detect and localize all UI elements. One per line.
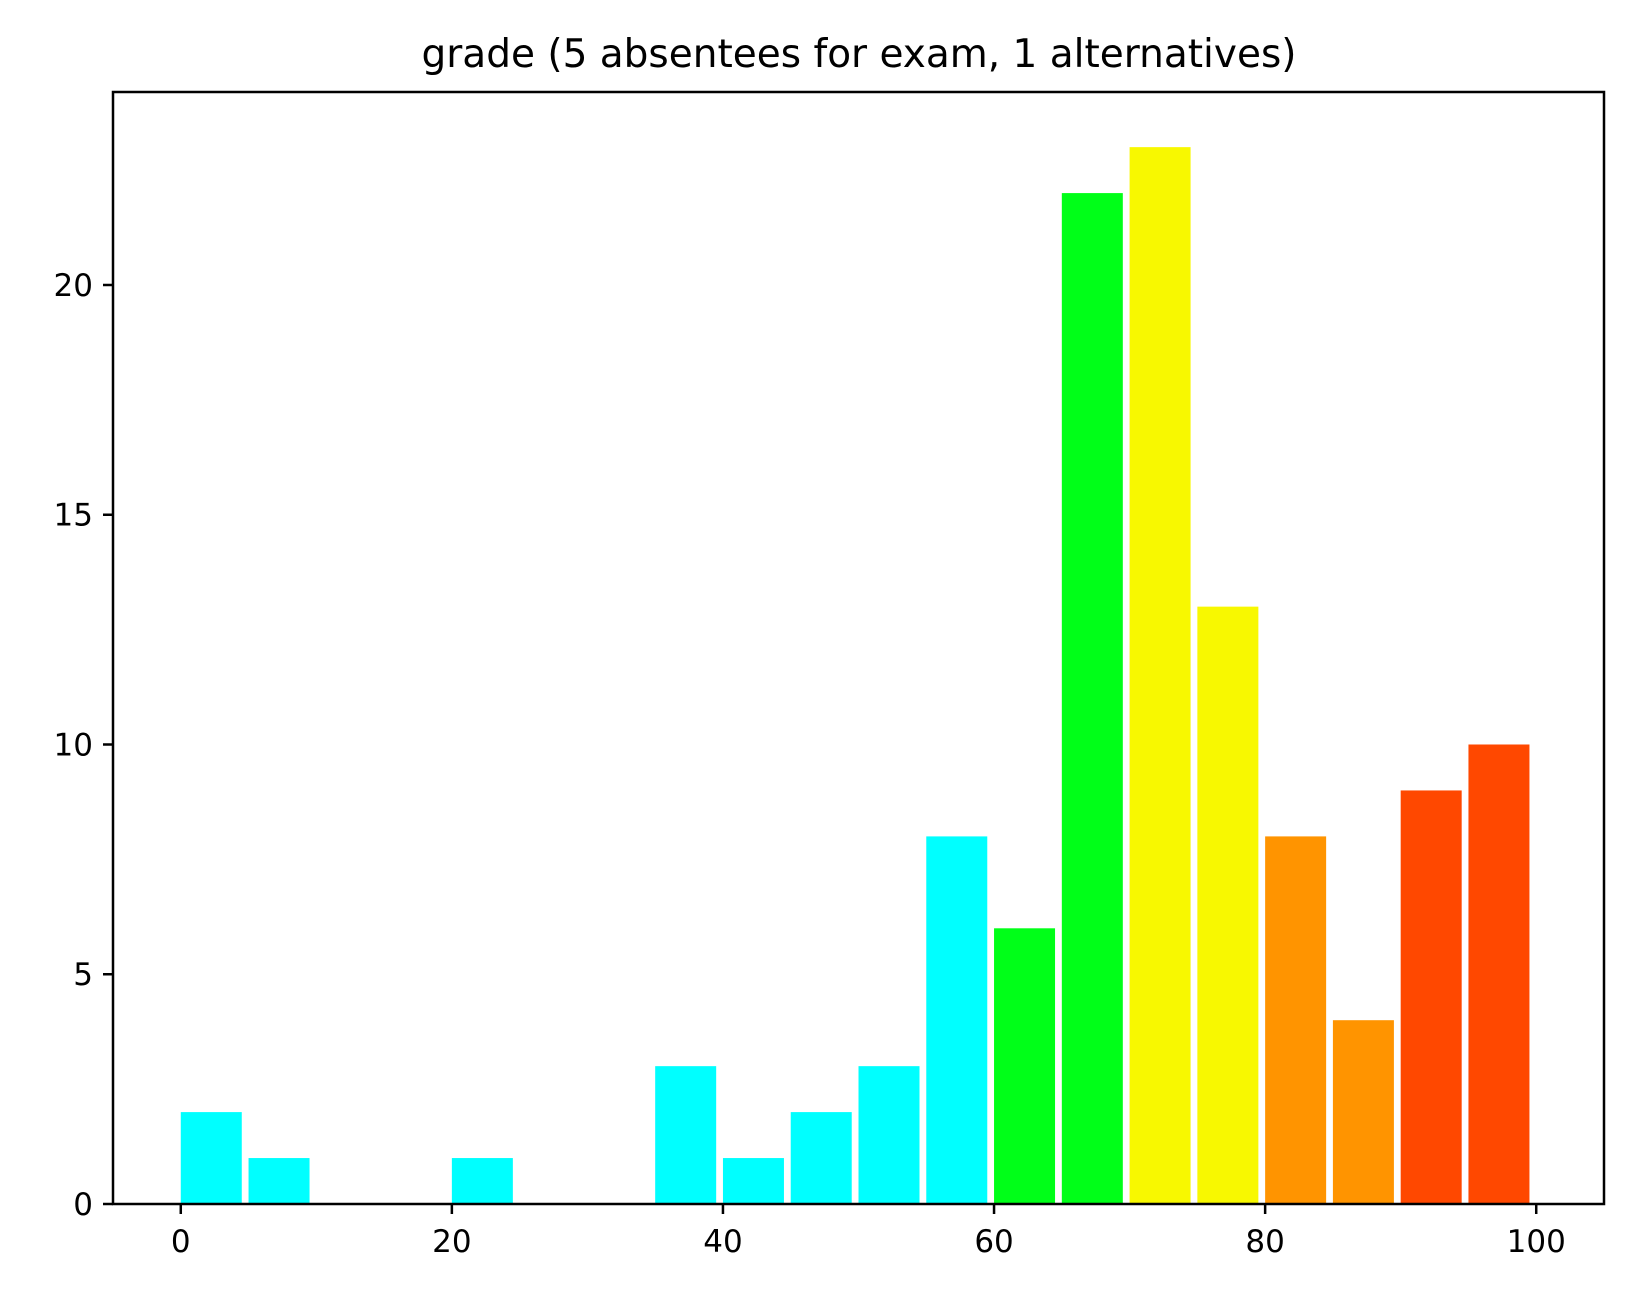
x-tick-label-20: 20 <box>432 1224 471 1260</box>
axes-layer: 0 20 40 60 80 100 0 5 10 15 20 <box>54 90 1606 1260</box>
y-tick-label-5: 5 <box>73 957 93 993</box>
bar-70-75 <box>1129 147 1191 1204</box>
bar-5-10 <box>248 1158 310 1204</box>
bar-20-25 <box>451 1158 513 1204</box>
x-tick-label-80: 80 <box>1245 1224 1284 1260</box>
bar-80-85 <box>1265 836 1327 1204</box>
bars-layer <box>180 147 1530 1204</box>
bar-35-40 <box>655 1066 717 1204</box>
bar-75-80 <box>1197 606 1259 1204</box>
bar-50-55 <box>858 1066 920 1204</box>
bar-65-70 <box>1061 193 1123 1204</box>
bar-60-65 <box>994 928 1056 1204</box>
bar-55-60 <box>926 836 988 1204</box>
plot-frame <box>111 90 1606 1206</box>
x-tick-label-0: 0 <box>171 1224 191 1260</box>
bar-85-90 <box>1332 1020 1394 1204</box>
y-tick-label-20: 20 <box>54 268 93 304</box>
x-tick-label-40: 40 <box>703 1224 742 1260</box>
y-tick-label-10: 10 <box>54 727 93 763</box>
x-tick-label-60: 60 <box>974 1224 1013 1260</box>
bar-45-50 <box>790 1112 852 1204</box>
x-tick-label-100: 100 <box>1507 1224 1566 1260</box>
y-tick-label-15: 15 <box>54 498 93 534</box>
bar-40-45 <box>722 1158 784 1204</box>
bar-0-5 <box>180 1112 242 1204</box>
chart-title: grade (5 absentees for exam, 1 alternati… <box>422 32 1297 77</box>
bar-90-95 <box>1400 790 1462 1204</box>
y-tick-label-0: 0 <box>73 1187 93 1223</box>
bar-95-100 <box>1468 744 1530 1204</box>
